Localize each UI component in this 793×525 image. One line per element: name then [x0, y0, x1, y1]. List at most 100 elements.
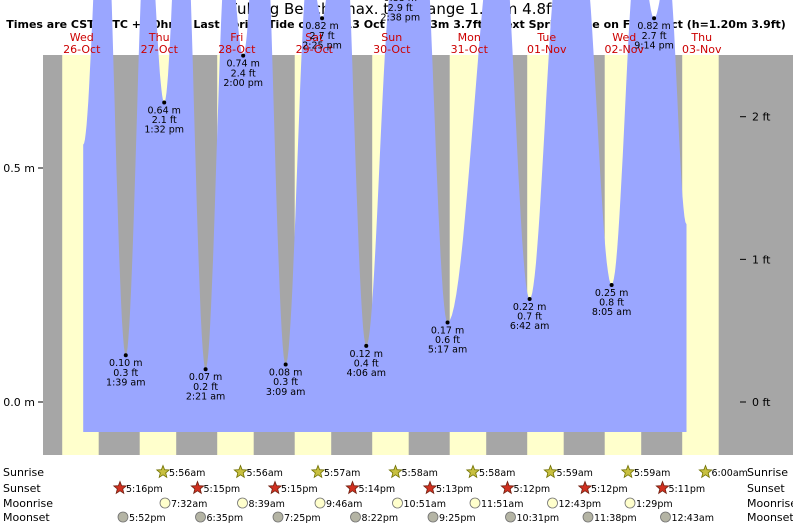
sunset-star-icon — [577, 480, 593, 495]
moonrise-time: 9:46am — [326, 499, 362, 510]
tide-point — [203, 367, 208, 372]
left-tick-label: 0.5 m — [3, 162, 35, 175]
day-weekday: Thu — [148, 31, 170, 44]
sunset-time: 5:15pm — [281, 484, 318, 495]
tide-label: 2.1 ft — [152, 115, 177, 126]
tide-label: 0.7 ft — [517, 312, 542, 323]
day-date: 28-Oct — [218, 43, 256, 56]
sunset-star-icon — [655, 480, 670, 495]
moonrise-moon-icon — [624, 497, 636, 509]
moonrise-moon-icon — [159, 497, 171, 509]
tide-label: 2:21 am — [186, 391, 225, 402]
tide-label: 0.3 ft — [113, 368, 138, 379]
tide-point — [123, 353, 128, 358]
moonset-row-label-left: Moonset — [3, 511, 50, 524]
sunset-star-icon — [422, 480, 438, 495]
moonset-time: 9:25pm — [439, 513, 476, 524]
right-tick-label: 0 ft — [752, 396, 771, 409]
tide-label: 6:42 am — [510, 321, 549, 332]
moonset-time: 6:35pm — [207, 513, 244, 524]
sunrise-star-icon — [543, 464, 558, 479]
sunrise-star-icon — [620, 464, 636, 479]
tide-label: 8:05 am — [592, 307, 631, 318]
day-weekday: Fri — [230, 31, 243, 44]
moonset-moon-icon — [660, 511, 671, 523]
day-weekday: Mon — [458, 31, 481, 44]
tide-curve — [83, 0, 687, 432]
sunset-star-icon — [112, 480, 128, 495]
tide-label: 1:39 am — [106, 377, 145, 388]
sunrise-time: 5:57am — [324, 468, 360, 479]
day-date: 01-Nov — [527, 43, 567, 56]
tide-label: 0.82 m — [637, 21, 670, 32]
tide-label: 5:17 am — [428, 345, 467, 356]
tide-label: 0.10 m — [109, 358, 142, 369]
day-date: 03-Nov — [682, 43, 722, 56]
tide-label: 2:25 pm — [302, 40, 342, 51]
tide-label: 0.17 m — [431, 325, 464, 336]
sunset-star-icon — [267, 480, 283, 495]
moonset-moon-icon — [582, 511, 594, 523]
day-date: 31-Oct — [451, 43, 489, 56]
tide-point — [241, 53, 246, 58]
tide-point — [445, 320, 450, 325]
moonset-time: 11:38pm — [594, 513, 637, 524]
right-axis-strip — [731, 55, 793, 455]
tide-label: 0.2 ft — [193, 382, 218, 393]
day-date: 30-Oct — [373, 43, 411, 56]
moonset-time: 8:22pm — [362, 513, 399, 524]
day-weekday: Sun — [381, 31, 402, 44]
sunset-row-label-right: Sunset — [747, 482, 785, 495]
tide-label: 0.82 m — [305, 21, 338, 32]
sunrise-star-icon — [698, 464, 713, 479]
tide-label: 0.08 m — [269, 368, 302, 379]
day-weekday: Wed — [70, 31, 94, 44]
tide-label: 0.3 ft — [273, 377, 298, 388]
tide-label: 3:09 am — [266, 387, 305, 398]
tide-label: 2.7 ft — [642, 31, 667, 42]
sunset-time: 5:16pm — [126, 484, 163, 495]
sunset-time: 5:12pm — [514, 484, 551, 495]
night-band — [43, 55, 63, 455]
moonrise-time: 8:39am — [249, 499, 285, 510]
tide-point — [364, 343, 369, 348]
day-weekday: Wed — [612, 31, 636, 44]
right-tick-label: 2 ft — [752, 111, 771, 124]
tide-label: 0.22 m — [513, 302, 546, 313]
day-date: 27-Oct — [141, 43, 179, 56]
tide-point — [162, 100, 167, 105]
day-weekday: Tue — [536, 31, 556, 44]
moonset-time: 5:52pm — [129, 513, 166, 524]
moonset-moon-icon — [272, 511, 284, 523]
sunrise-row-label-right: Sunrise — [747, 466, 788, 479]
moonset-moon-icon — [350, 511, 361, 523]
sunrise-time: 6:00am — [712, 468, 748, 479]
tide-label: 9:14 pm — [634, 40, 674, 51]
tide-label: 4:06 am — [347, 368, 386, 379]
moonrise-moon-icon — [392, 497, 403, 509]
tide-label: 0.4 ft — [354, 358, 379, 369]
tide-label: 0.88 m — [384, 0, 417, 4]
day-weekday: Thu — [690, 31, 712, 44]
day-date: 26-Oct — [63, 43, 101, 56]
sun-moon-rows: Sunrise Sunrise Sunset Sunset Moonrise Moonri… — [3, 464, 793, 524]
tide-point — [609, 283, 614, 287]
tide-label: 2.9 ft — [388, 3, 413, 14]
moonrise-time: 10:51am — [404, 499, 446, 510]
tide-point — [283, 362, 288, 367]
tide-label: 2.7 ft — [310, 31, 335, 42]
sunrise-star-icon — [233, 464, 248, 479]
moonrise-moon-icon — [469, 497, 481, 509]
tide-label: 0.6 ft — [435, 335, 460, 346]
tide-label: 1:32 pm — [144, 125, 184, 136]
tide-point — [320, 16, 325, 21]
tide-label: 0.07 m — [189, 372, 222, 383]
moonset-moon-icon — [505, 511, 516, 523]
sunrise-time: 5:58am — [402, 468, 438, 479]
sunrise-time: 5:56am — [169, 468, 205, 479]
day-weekday: Sat — [305, 31, 324, 44]
sunrise-star-icon — [310, 464, 326, 479]
tide-label: 0.12 m — [350, 349, 383, 360]
moonset-moon-icon — [195, 511, 206, 523]
